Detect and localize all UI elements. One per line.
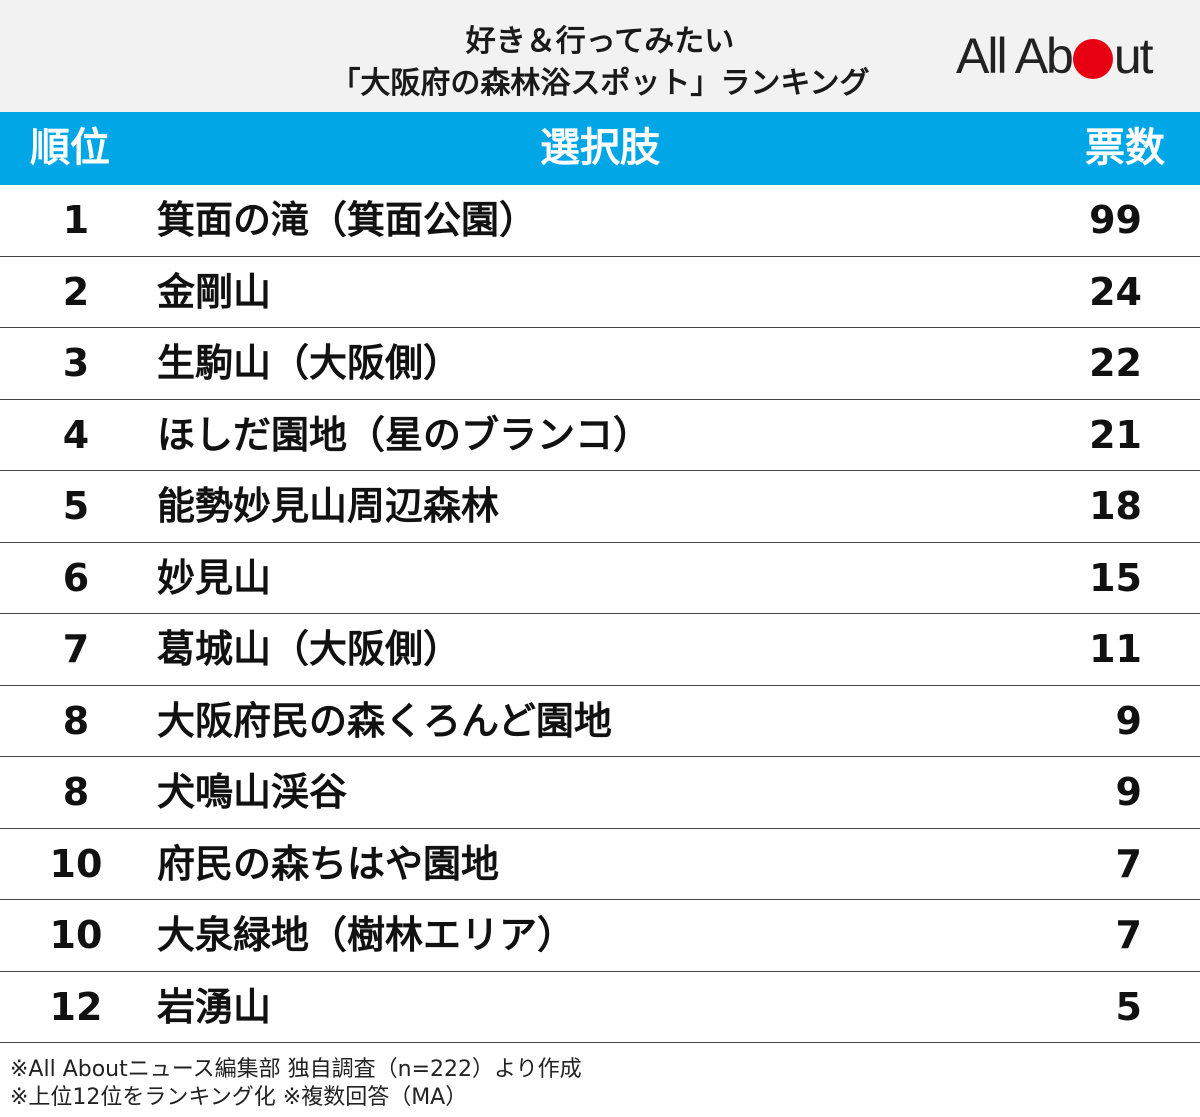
choice-cell: 府民の森ちはや園地	[157, 841, 500, 886]
rank-cell: 4	[62, 412, 90, 457]
footnote-source: ※All Aboutニュース編集部 独自調査（n=222）より作成	[10, 1057, 582, 1082]
logo-red-dot-icon	[1072, 39, 1113, 79]
votes-cell: 18	[1089, 484, 1142, 528]
header: 好き＆行ってみたい 「大阪府の森林浴スポット」ランキング All Ab ut	[0, 0, 1200, 112]
table-row: 7 葛城山（大阪側） 11	[0, 614, 1200, 686]
votes-cell: 21	[1089, 412, 1142, 457]
votes-cell: 7	[1115, 841, 1142, 886]
choice-cell: 葛城山（大阪側）	[157, 627, 462, 671]
votes-cell: 9	[1115, 770, 1142, 814]
table-row: 10 大泉緑地（樹林エリア） 7	[0, 900, 1200, 972]
column-header-rank: 順位	[30, 125, 110, 171]
table-row: 6 妙見山 15	[0, 543, 1200, 614]
ranking-table-body: 1 箕面の滝（箕面公園） 99 2 金剛山 24 3 生駒山（大阪側） 22 4…	[0, 185, 1200, 1043]
rank-cell: 3	[62, 341, 90, 385]
column-header-choice: 選択肢	[540, 125, 660, 171]
footnote-method: ※上位12位をランキング化 ※複数回答（MA）	[10, 1085, 468, 1110]
rank-cell: 7	[62, 627, 90, 671]
table-row: 4 ほしだ園地（星のブランコ） 21	[0, 400, 1200, 471]
table-row: 2 金剛山 24	[0, 257, 1200, 328]
rank-cell: 1	[62, 198, 90, 242]
votes-cell: 22	[1089, 341, 1142, 385]
choice-cell: 妙見山	[157, 555, 272, 600]
all-about-logo: All Ab ut	[956, 28, 1154, 84]
footnotes: ※All Aboutニュース編集部 独自調査（n=222）より作成 ※上位12位…	[10, 1056, 582, 1112]
rank-cell: 10	[49, 841, 103, 886]
rank-cell: 6	[62, 555, 90, 600]
choice-cell: ほしだ園地（星のブランコ）	[157, 412, 652, 457]
table-row: 1 箕面の滝（箕面公園） 99	[0, 185, 1200, 257]
votes-cell: 11	[1089, 627, 1142, 671]
table-row: 12 岩湧山 5	[0, 972, 1200, 1043]
choice-cell: 大阪府民の森くろんど園地	[157, 698, 612, 743]
table-row: 5 能勢妙見山周辺森林 18	[0, 471, 1200, 543]
table-row: 8 犬鳴山渓谷 9	[0, 757, 1200, 829]
votes-cell: 5	[1115, 984, 1142, 1029]
logo-text-right: ut	[1113, 28, 1154, 84]
rank-cell: 12	[49, 984, 103, 1029]
votes-cell: 9	[1115, 698, 1142, 743]
choice-cell: 能勢妙見山周辺森林	[157, 484, 500, 528]
choice-cell: 生駒山（大阪側）	[157, 341, 462, 385]
votes-cell: 99	[1089, 198, 1142, 242]
table-header: 順位 選択肢 票数	[0, 112, 1200, 185]
table-row: 3 生駒山（大阪側） 22	[0, 328, 1200, 400]
title-line-2: 「大阪府の森林浴スポット」ランキング	[330, 66, 870, 101]
rank-cell: 2	[62, 269, 90, 314]
choice-cell: 箕面の滝（箕面公園）	[157, 198, 538, 242]
choice-cell: 岩湧山	[157, 984, 272, 1029]
logo-text-left: All Ab	[956, 28, 1074, 84]
rank-cell: 8	[62, 770, 90, 814]
title-line-1: 好き＆行ってみたい	[465, 24, 735, 59]
column-header-votes: 票数	[1085, 125, 1165, 171]
choice-cell: 犬鳴山渓谷	[157, 770, 348, 814]
votes-cell: 15	[1089, 555, 1142, 600]
rank-cell: 5	[62, 484, 90, 528]
votes-cell: 24	[1089, 269, 1142, 314]
table-row: 10 府民の森ちはや園地 7	[0, 829, 1200, 900]
votes-cell: 7	[1115, 913, 1142, 957]
choice-cell: 金剛山	[157, 269, 272, 314]
rank-cell: 8	[62, 698, 90, 743]
choice-cell: 大泉緑地（樹林エリア）	[157, 913, 576, 957]
rank-cell: 10	[49, 913, 103, 957]
table-row: 8 大阪府民の森くろんど園地 9	[0, 686, 1200, 757]
